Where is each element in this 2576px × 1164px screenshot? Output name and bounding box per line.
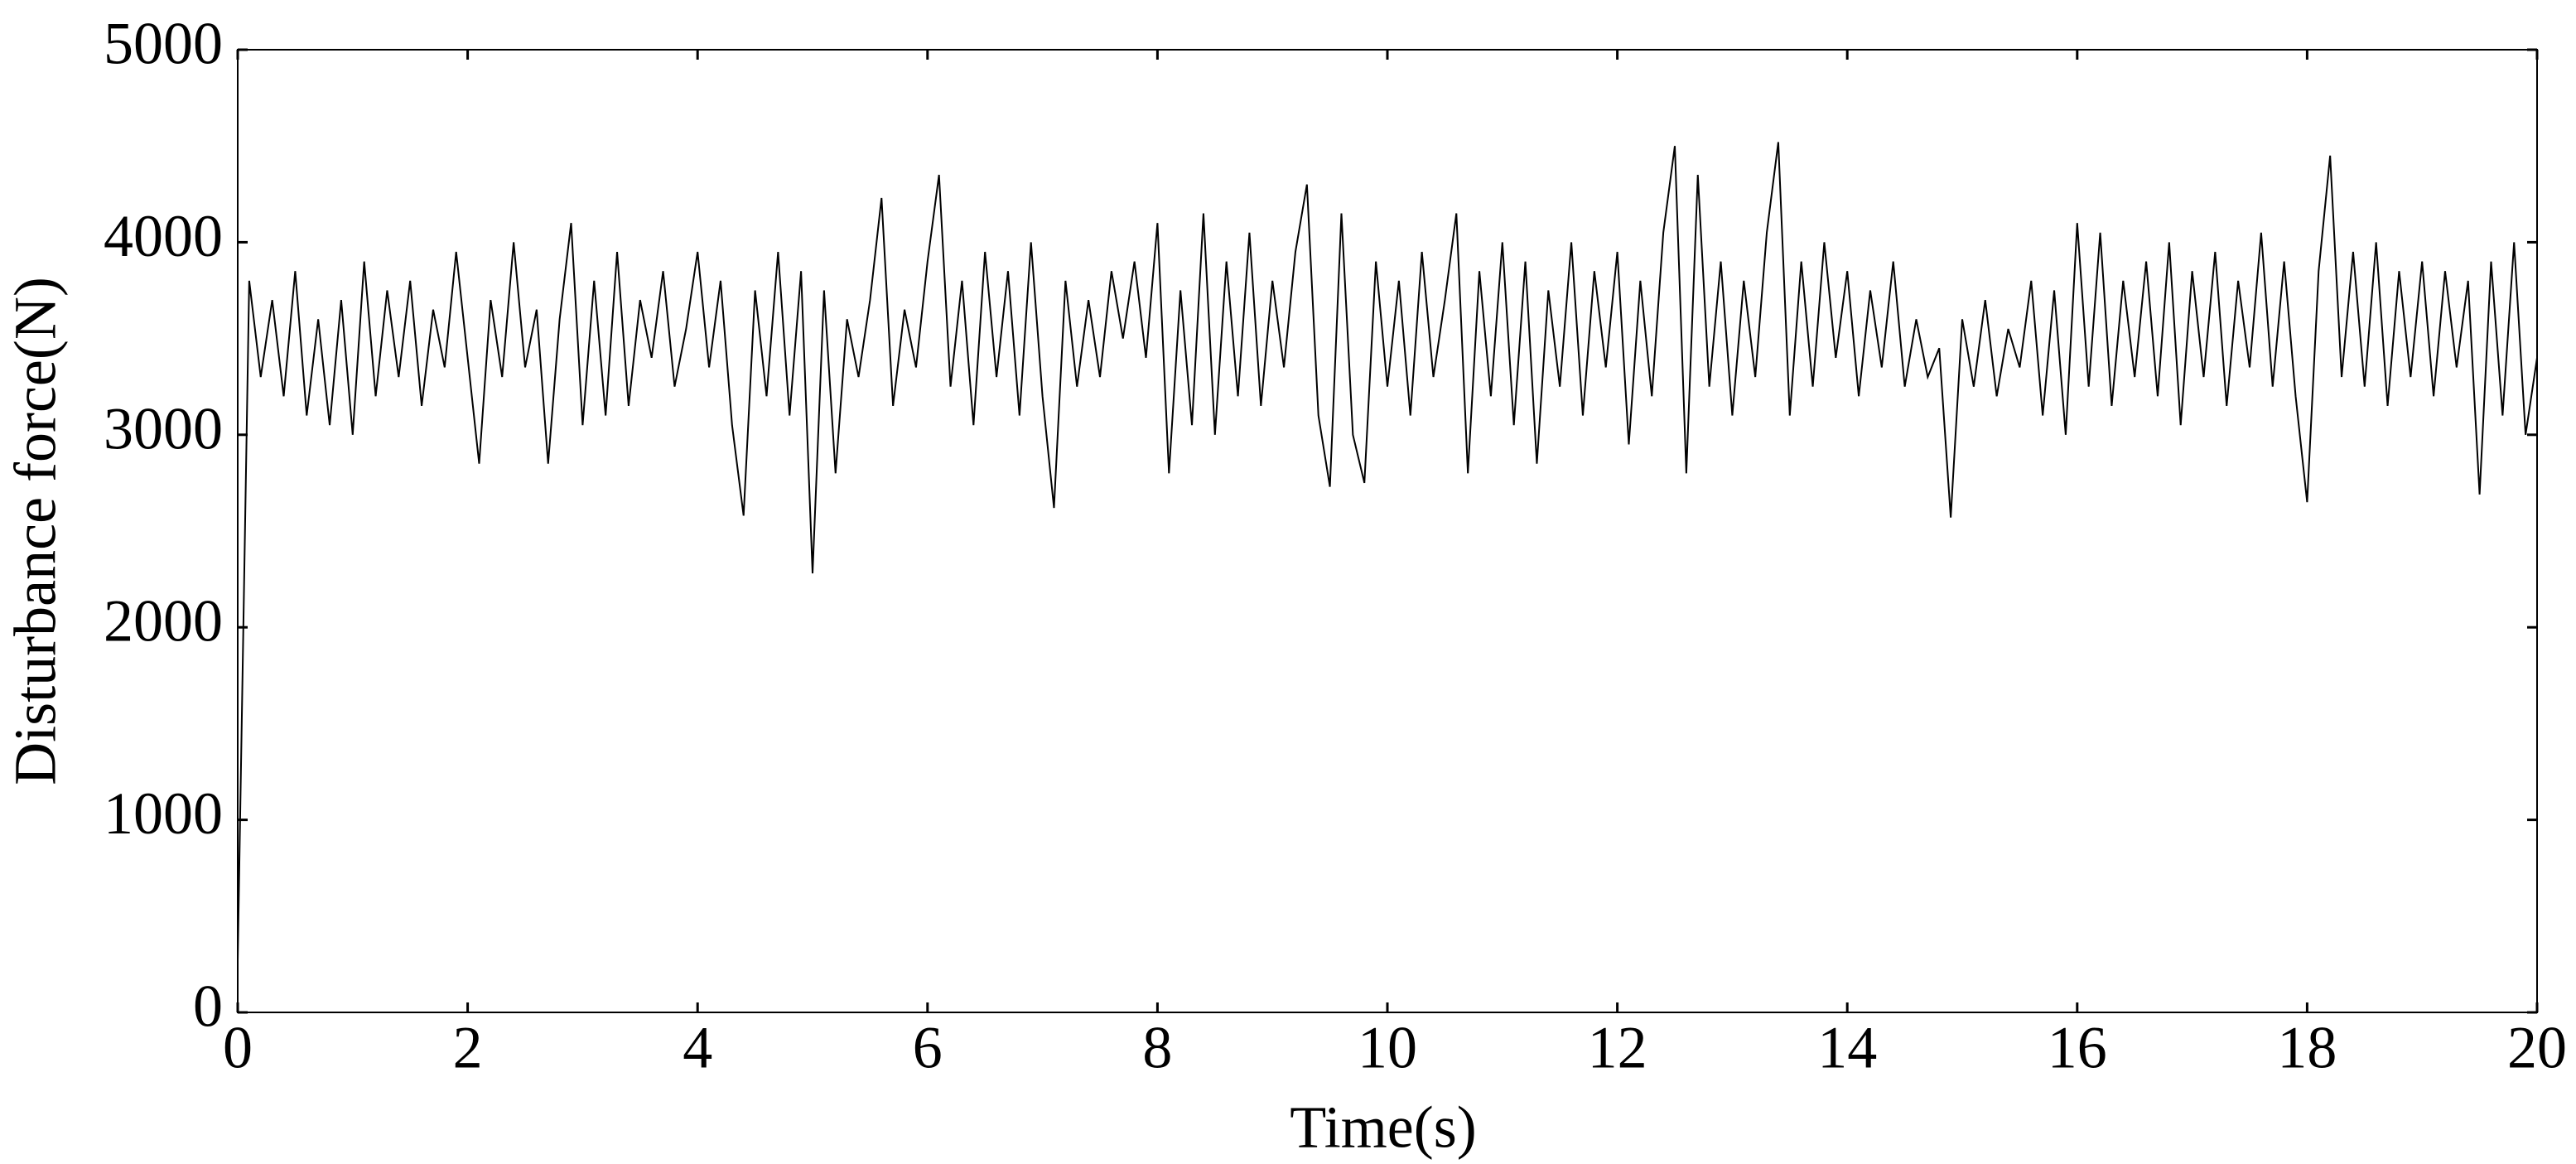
y-tick-label: 1000: [104, 780, 223, 847]
x-tick-label: 14: [1817, 1015, 1877, 1081]
x-axis-label: Time(s): [1290, 1094, 1476, 1161]
x-tick-label: 16: [2048, 1015, 2107, 1081]
x-tick-label: 18: [2277, 1015, 2337, 1081]
x-tick-label: 8: [1142, 1015, 1172, 1081]
x-tick-label: 12: [1588, 1015, 1647, 1081]
y-tick-label: 3000: [104, 395, 223, 461]
x-tick-label: 20: [2507, 1015, 2567, 1081]
x-tick-label: 10: [1358, 1015, 1417, 1081]
y-tick-label: 0: [193, 973, 223, 1040]
x-tick-label: 2: [453, 1015, 483, 1081]
y-tick-label: 4000: [104, 203, 223, 269]
x-tick-label: 6: [913, 1015, 943, 1081]
y-tick-label: 5000: [104, 11, 223, 77]
data-line: [237, 142, 2538, 961]
y-axis-label: Disturbance force(N): [2, 277, 69, 785]
x-tick-label: 4: [683, 1015, 712, 1081]
x-tick-label: 0: [223, 1015, 253, 1081]
y-tick-label: 2000: [104, 588, 223, 654]
